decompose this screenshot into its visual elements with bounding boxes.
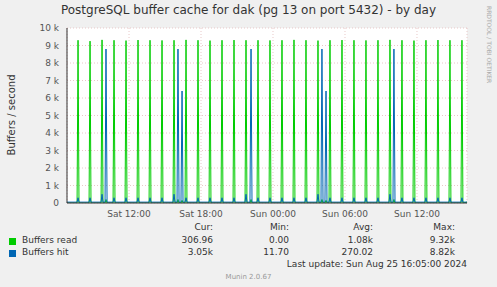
svg-text:5 k: 5 k: [45, 111, 60, 121]
svg-text:9 k: 9 k: [45, 41, 60, 51]
html-text:11.70: 11.70: [263, 247, 289, 257]
svg-text:Sun 06:00: Sun 06:00: [322, 209, 368, 219]
html-text:270.02: 270.02: [341, 247, 373, 257]
svg-text:8 k: 8 k: [45, 58, 60, 68]
svg-text:6 k: 6 k: [45, 93, 60, 103]
svg-text:Sat 12:00: Sat 12:00: [107, 209, 151, 219]
html-text:3.05k: 3.05k: [187, 247, 213, 257]
html-text:306.96: 306.96: [181, 235, 213, 245]
svg-text:7 k: 7 k: [45, 76, 60, 86]
html-text:Last update: Sun Aug 25 16:05:: Last update: Sun Aug 25 16:05:00 2024: [286, 259, 467, 269]
svg-text:2 k: 2 k: [45, 163, 60, 173]
html-text:8.82k: 8.82k: [429, 247, 455, 257]
svg-text:4 k: 4 k: [45, 128, 60, 138]
html-text:Cur:: Cur:: [194, 222, 213, 232]
html-text:Avg:: Avg:: [353, 222, 373, 232]
html-text:Min:: Min:: [270, 222, 289, 232]
html-text:PostgreSQL buffer cache for da: PostgreSQL buffer cache for dak (pg 13 o…: [60, 3, 437, 17]
svg-text:0: 0: [53, 198, 59, 208]
html-text:RRDTOOL / TOBI OETIKER: RRDTOOL / TOBI OETIKER: [486, 6, 493, 84]
svg-text:Sat 18:00: Sat 18:00: [179, 209, 223, 219]
svg-text:Sun 12:00: Sun 12:00: [394, 209, 440, 219]
html-text:1.08k: 1.08k: [347, 235, 373, 245]
html-text:Buffers read: Buffers read: [22, 235, 78, 245]
html-text:Buffers / second: Buffers / second: [5, 74, 17, 156]
html-text:Buffers hit: Buffers hit: [22, 247, 69, 257]
svg-text:3 k: 3 k: [45, 146, 60, 156]
html-text:Max:: Max:: [433, 222, 455, 232]
svg-text:10 k: 10 k: [39, 23, 59, 33]
svg-text:Sun 00:00: Sun 00:00: [250, 209, 296, 219]
html-text:Munin 2.0.67: Munin 2.0.67: [225, 273, 272, 281]
html-text:0.00: 0.00: [269, 235, 289, 245]
html-text:9.32k: 9.32k: [429, 235, 455, 245]
svg-text:1 k: 1 k: [45, 181, 60, 191]
